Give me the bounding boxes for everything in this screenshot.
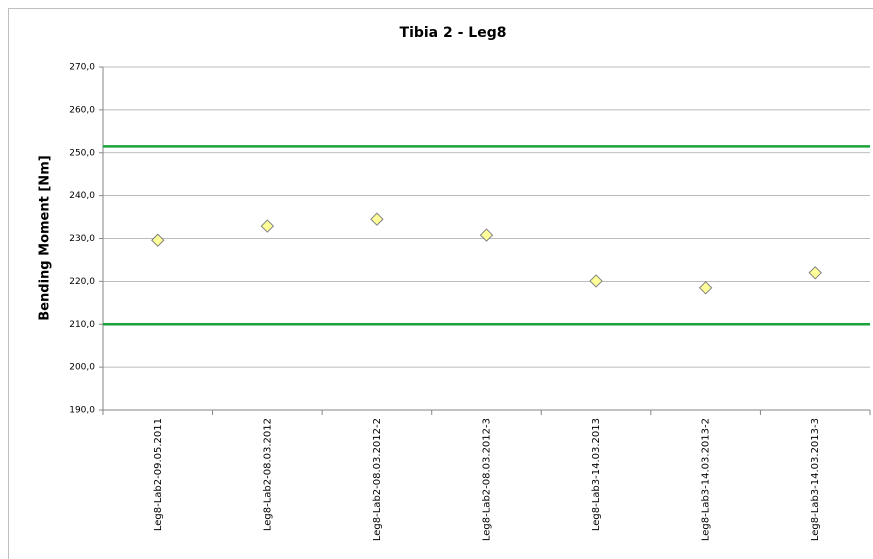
y-tick-label: 210,0 xyxy=(69,320,95,330)
chart-frame xyxy=(8,8,873,559)
y-tick-label: 270,0 xyxy=(69,63,95,73)
y-tick-label: 240,0 xyxy=(69,191,95,201)
marker xyxy=(808,266,822,280)
y-tick-label: 200,0 xyxy=(69,363,95,373)
x-tick-label: Leg8-Lab2-08.03.2012 xyxy=(262,418,273,531)
x-tick-label: Leg8-Lab3-14.03.2013 xyxy=(591,418,602,531)
marker xyxy=(698,281,713,295)
marker xyxy=(151,233,165,247)
y-tick-label: 220,0 xyxy=(69,277,95,287)
y-axis-title: Bending Moment [Nm] xyxy=(38,155,53,320)
y-tick-label: 190,0 xyxy=(69,406,95,416)
marker xyxy=(260,219,275,233)
marker xyxy=(479,228,494,242)
y-tick-label: 230,0 xyxy=(69,234,95,244)
x-tick-label: Leg8-Lab3-14.03.2013-2 xyxy=(701,418,712,541)
y-tick-label: 250,0 xyxy=(69,148,95,158)
chart-title: Tibia 2 - Leg8 xyxy=(400,25,507,41)
x-tick-label: Leg8-Lab2-09.05.2011 xyxy=(153,418,164,531)
x-tick-label: Leg8-Lab3-14.03.2013-3 xyxy=(810,418,821,541)
marker xyxy=(370,212,384,226)
y-tick-label: 260,0 xyxy=(69,105,95,115)
marker xyxy=(589,274,603,288)
x-tick-label: Leg8-Lab2-08.03.2012-2 xyxy=(372,418,383,541)
x-tick-label: Leg8-Lab2-08.03.2012-3 xyxy=(482,418,493,541)
